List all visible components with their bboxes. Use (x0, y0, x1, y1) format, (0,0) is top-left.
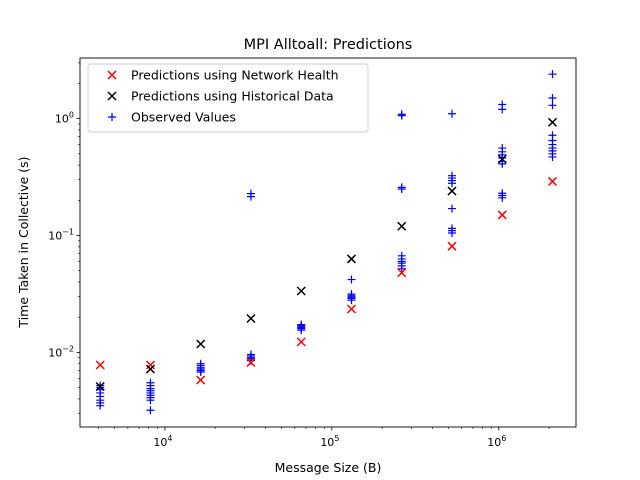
data-point (447, 171, 456, 180)
y-axis-ticks: 10−2 10−1 100 (48, 62, 80, 414)
legend-label: Observed Values (131, 110, 236, 125)
y-tick-label: 10−2 (48, 344, 74, 359)
data-point (498, 189, 507, 198)
x-axis-ticks: 104 105 106 (98, 427, 550, 449)
data-point (547, 176, 558, 186)
data-point (397, 221, 407, 231)
series-1 (95, 117, 558, 392)
data-point (397, 183, 406, 192)
data-point (497, 210, 507, 220)
data-point (397, 268, 407, 278)
data-point (447, 109, 456, 118)
legend-marker (107, 70, 117, 80)
data-point (548, 101, 557, 110)
series-0 (95, 176, 558, 385)
x-tick-label: 105 (320, 434, 339, 449)
data-point (548, 131, 557, 140)
y-tick-label: 10−1 (48, 228, 74, 243)
data-point (246, 350, 255, 359)
data-point (346, 304, 357, 314)
data-point (297, 320, 306, 329)
data-marks (95, 70, 558, 415)
data-point (397, 110, 406, 119)
data-point (547, 117, 558, 127)
data-point (246, 313, 256, 324)
y-tick-label: 100 (55, 111, 74, 126)
legend-label: Predictions using Historical Data (131, 89, 334, 104)
data-point (498, 144, 507, 153)
data-point (196, 375, 206, 385)
data-point (95, 360, 105, 370)
data-point (346, 254, 357, 264)
data-point (246, 189, 255, 198)
legend-marker (108, 113, 116, 121)
legend: Predictions using Network Health Predicti… (87, 63, 369, 133)
series-2 (96, 70, 557, 415)
y-axis-label: Time Taken in Collective (s) (16, 156, 31, 328)
legend-marker (107, 91, 117, 101)
data-point (296, 286, 306, 296)
data-point (548, 94, 557, 103)
x-axis-label: Message Size (B) (275, 460, 382, 475)
chart-title: MPI Alltoall: Predictions (244, 37, 413, 53)
x-tick-label: 104 (153, 434, 172, 449)
data-point (447, 186, 457, 196)
data-point (146, 406, 155, 415)
data-point (548, 70, 557, 79)
data-point (145, 364, 155, 374)
data-point (95, 382, 105, 392)
data-point (196, 359, 205, 368)
data-point (447, 241, 457, 251)
data-point (347, 290, 356, 299)
data-point (146, 378, 155, 387)
x-tick-label: 106 (487, 434, 506, 449)
data-point (246, 357, 256, 367)
legend-box (87, 63, 369, 133)
data-point (447, 204, 456, 213)
data-point (447, 224, 456, 233)
data-point (347, 275, 356, 284)
data-point (196, 339, 206, 349)
data-point (397, 251, 406, 260)
plot-frame (79, 57, 577, 428)
data-point (498, 100, 507, 109)
data-point (497, 154, 507, 164)
data-point (145, 360, 155, 370)
legend-label: Predictions using Network Health (131, 68, 339, 83)
data-point (296, 337, 306, 347)
